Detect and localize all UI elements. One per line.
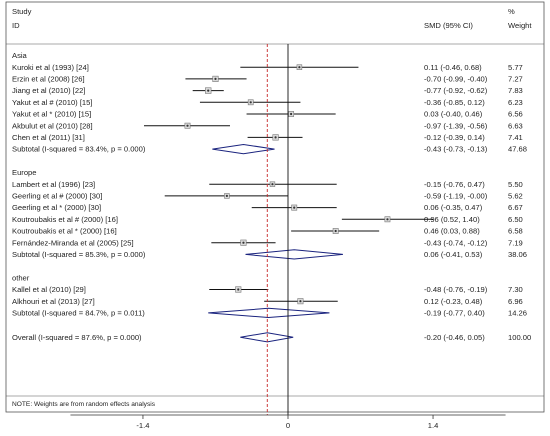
study-label: Yakut et al * (2010) [15] <box>12 110 91 119</box>
study-ci-text: -0.97 (-1.39, -0.56) <box>424 121 488 130</box>
study-label: Lambert et al (1996) [23] <box>12 180 95 189</box>
subtotal-ci-text: 0.06 (-0.41, 0.53) <box>424 250 483 259</box>
study-ci-text: 0.12 (-0.23, 0.48) <box>424 297 483 306</box>
study-weight-text: 6.67 <box>508 203 523 212</box>
header-study: Study <box>12 7 32 16</box>
point-estimate <box>207 89 210 92</box>
study-label: Koutroubakis et al * (2000) [16] <box>12 227 117 236</box>
study-label: Chen et al (2011) [31] <box>12 133 85 142</box>
study-weight-text: 7.83 <box>508 86 523 95</box>
x-axis: -1.4 0 1.4 <box>70 414 506 430</box>
overall-weight-text: 100.00 <box>508 333 531 342</box>
study-label: Alkhouri et al (2013) [27] <box>12 297 95 306</box>
subtotal-weight-text: 47.68 <box>508 145 527 154</box>
study-weight-text: 5.62 <box>508 192 523 201</box>
overall-label: Overall (I-squared = 87.6%, p = 0.000) <box>12 333 142 342</box>
study-ci-text: -0.12 (-0.39, 0.14) <box>424 133 485 142</box>
point-estimate <box>299 300 302 303</box>
point-estimate <box>298 66 301 69</box>
study-ci-text: 0.96 (0.52, 1.40) <box>424 215 480 224</box>
overall-diamond <box>240 332 294 343</box>
study-ci-text: 0.46 (0.03, 0.88) <box>424 227 480 236</box>
study-label: Fernández-Miranda et al (2005) [25] <box>12 238 134 247</box>
study-label: Erzin et al (2008) [26] <box>12 75 85 84</box>
study-weight-text: 6.58 <box>508 227 523 236</box>
study-ci-text: 0.11 (-0.46, 0.68) <box>424 63 482 72</box>
group-label: other <box>12 273 30 282</box>
header-weight: Weight <box>508 21 532 30</box>
study-weight-text: 5.77 <box>508 63 523 72</box>
study-weight-text: 6.96 <box>508 297 523 306</box>
subtotal-label: Subtotal (I-squared = 84.7%, p = 0.011) <box>12 309 145 318</box>
point-estimate <box>334 229 337 233</box>
header-effect: SMD (95% CI) <box>424 21 473 30</box>
study-label: Kuroki et al (1993) [24] <box>12 63 89 72</box>
point-estimate <box>242 241 245 244</box>
study-label: Jiang et al (2010) [22] <box>12 86 85 95</box>
study-ci-text: -0.77 (-0.92, -0.62) <box>424 86 488 95</box>
x-tick-label: -1.4 <box>136 421 149 430</box>
subtotal-weight-text: 14.26 <box>508 309 527 318</box>
study-weight-text: 7.41 <box>508 133 523 142</box>
study-label: Koutroubakis et al # (2000) [16] <box>12 215 118 224</box>
subtotal-label: Subtotal (I-squared = 85.3%, p = 0.000) <box>12 250 146 259</box>
subtotal-weight-text: 38.06 <box>508 250 527 259</box>
point-estimate <box>214 77 217 80</box>
study-weight-text: 5.50 <box>508 180 523 189</box>
subtotal-ci-text: -0.43 (-0.73, -0.13) <box>424 145 488 154</box>
header-percent: % <box>508 7 515 16</box>
study-label: Geerling et al # (2000) [30] <box>12 192 102 201</box>
study-ci-text: -0.59 (-1.19, -0.00) <box>424 192 488 201</box>
study-ci-text: -0.15 (-0.76, 0.47) <box>424 180 485 189</box>
header-id: ID <box>12 21 20 30</box>
plot-frame <box>5 1 545 413</box>
subtotal-ci-text: -0.19 (-0.77, 0.40) <box>424 309 485 318</box>
study-ci-text: -0.43 (-0.74, -0.12) <box>424 238 488 247</box>
point-estimate <box>237 288 240 291</box>
point-estimate <box>249 101 252 104</box>
point-estimate <box>386 218 389 221</box>
study-weight-text: 7.27 <box>508 75 523 84</box>
group-label: Europe <box>12 168 37 177</box>
subtotal-diamond <box>212 143 275 155</box>
point-estimate <box>186 124 189 127</box>
x-tick-label: 1.4 <box>428 421 439 430</box>
forest-rows: Asia Kuroki et al (1993) [24] 0.11 (-0.46,… <box>12 44 531 415</box>
study-weight-text: 6.50 <box>508 215 523 224</box>
study-label: Yakut et al # (2010) [15] <box>12 98 93 107</box>
point-estimate <box>293 206 296 209</box>
point-estimate <box>274 136 277 139</box>
study-ci-text: -0.36 (-0.85, 0.12) <box>424 98 485 107</box>
study-ci-text: 0.06 (-0.35, 0.47) <box>424 203 483 212</box>
subtotal-label: Subtotal (I-squared = 83.4%, p = 0.000) <box>12 145 146 154</box>
point-estimate <box>290 112 293 116</box>
study-ci-text: 0.03 (-0.40, 0.46) <box>424 110 483 119</box>
group-label: Asia <box>12 51 28 60</box>
subtotal-diamond <box>208 307 330 319</box>
study-weight-text: 6.23 <box>508 98 523 107</box>
study-weight-text: 6.63 <box>508 121 523 130</box>
study-weight-text: 7.30 <box>508 285 523 294</box>
overall-ci-text: -0.20 (-0.46, 0.05) <box>424 333 485 342</box>
point-estimate <box>271 183 274 186</box>
footer-note: NOTE: Weights are from random effects an… <box>12 401 156 408</box>
study-weight-text: 6.56 <box>508 110 523 119</box>
study-label: Geerling et al * (2000) [30] <box>12 203 101 212</box>
study-ci-text: -0.70 (-0.99, -0.40) <box>424 75 488 84</box>
study-weight-text: 7.19 <box>508 238 523 247</box>
subtotal-diamond <box>245 249 343 260</box>
study-label: Kallel et al (2010) [29] <box>12 285 86 294</box>
study-label: Akbulut et al (2010) [28] <box>12 121 93 130</box>
study-ci-text: -0.48 (-0.76, -0.19) <box>424 285 488 294</box>
x-tick-label: 0 <box>286 421 290 430</box>
point-estimate <box>225 194 228 197</box>
